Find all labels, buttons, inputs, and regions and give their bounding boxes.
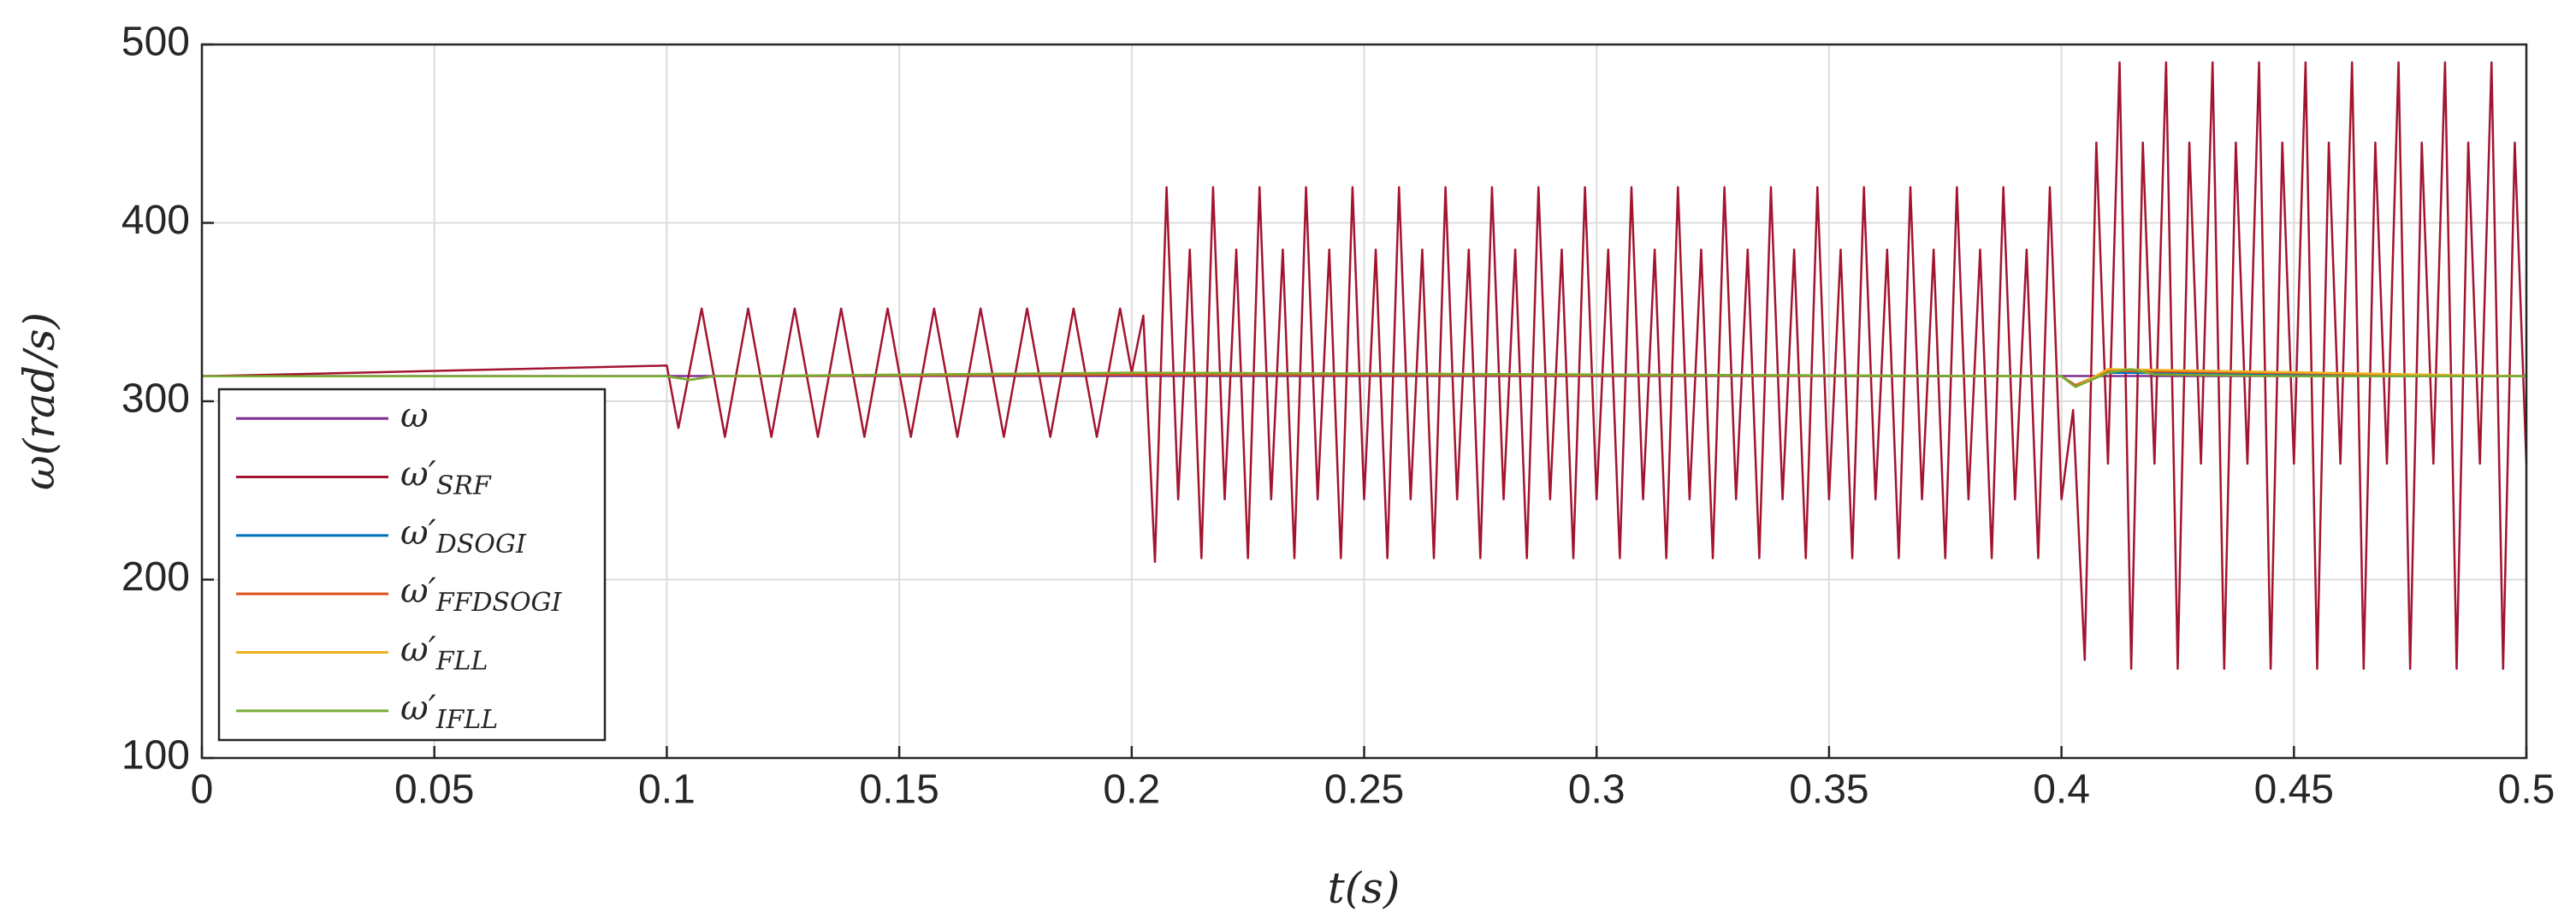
x-tick-label: 0.1: [638, 767, 696, 813]
x-tick-label: 0.25: [1324, 767, 1404, 813]
legend-label: ω: [400, 396, 429, 435]
legend-name: ω′: [400, 455, 436, 495]
series-line: [202, 368, 2526, 388]
x-tick-label: 0: [191, 767, 214, 813]
legend-name: ω′: [400, 572, 436, 611]
y-axis-label: ω(rad/s): [15, 312, 64, 490]
plot-lines: [201, 61, 2528, 670]
x-tick-label: 0.3: [1568, 767, 1626, 813]
x-tick-label: 0.4: [2033, 767, 2090, 813]
legend-name: ω′: [400, 513, 436, 553]
legend-label: ω′IFLL: [400, 689, 498, 735]
x-tick-label: 0.2: [1103, 767, 1160, 813]
y-tick-label: 400: [121, 198, 190, 243]
x-axis-label: t(s): [1328, 863, 1401, 913]
x-tick-label: 0.35: [1789, 767, 1868, 813]
y-tick-label: 300: [121, 376, 190, 422]
x-tick-label: 0.15: [859, 767, 939, 813]
legend-label: ω′FFDSOGI: [400, 572, 562, 618]
legend-name: ω′: [400, 689, 436, 728]
y-tick-label: 100: [121, 733, 190, 779]
legend-label: ω′FLL: [400, 631, 488, 677]
legend-subscript: FLL: [435, 647, 489, 677]
legend-label: ω′SRF: [400, 455, 492, 501]
x-tick-label: 0.5: [2498, 767, 2555, 813]
legend-label: ω′DSOGI: [400, 513, 527, 560]
legend-subscript: IFLL: [435, 705, 499, 735]
legend-subscript: SRF: [436, 471, 492, 501]
legend-subscript: FFDSOGI: [435, 588, 563, 618]
ticks: 0 0.05 0.1 0.15 0.2 0.25 0.3 0.35 0.4 0.45 0.5 100 2…: [121, 20, 2555, 813]
y-tick-label: 500: [121, 20, 190, 65]
legend-name: ω′: [400, 631, 436, 670]
legend-box: [217, 388, 607, 742]
x-tick-label: 0.45: [2254, 767, 2334, 813]
y-tick-label: 200: [121, 554, 190, 600]
legend-subscript: DSOGI: [435, 530, 527, 560]
x-tick-label: 0.05: [394, 767, 474, 813]
series-line: [201, 61, 2528, 670]
legend-name: ω: [400, 396, 429, 435]
